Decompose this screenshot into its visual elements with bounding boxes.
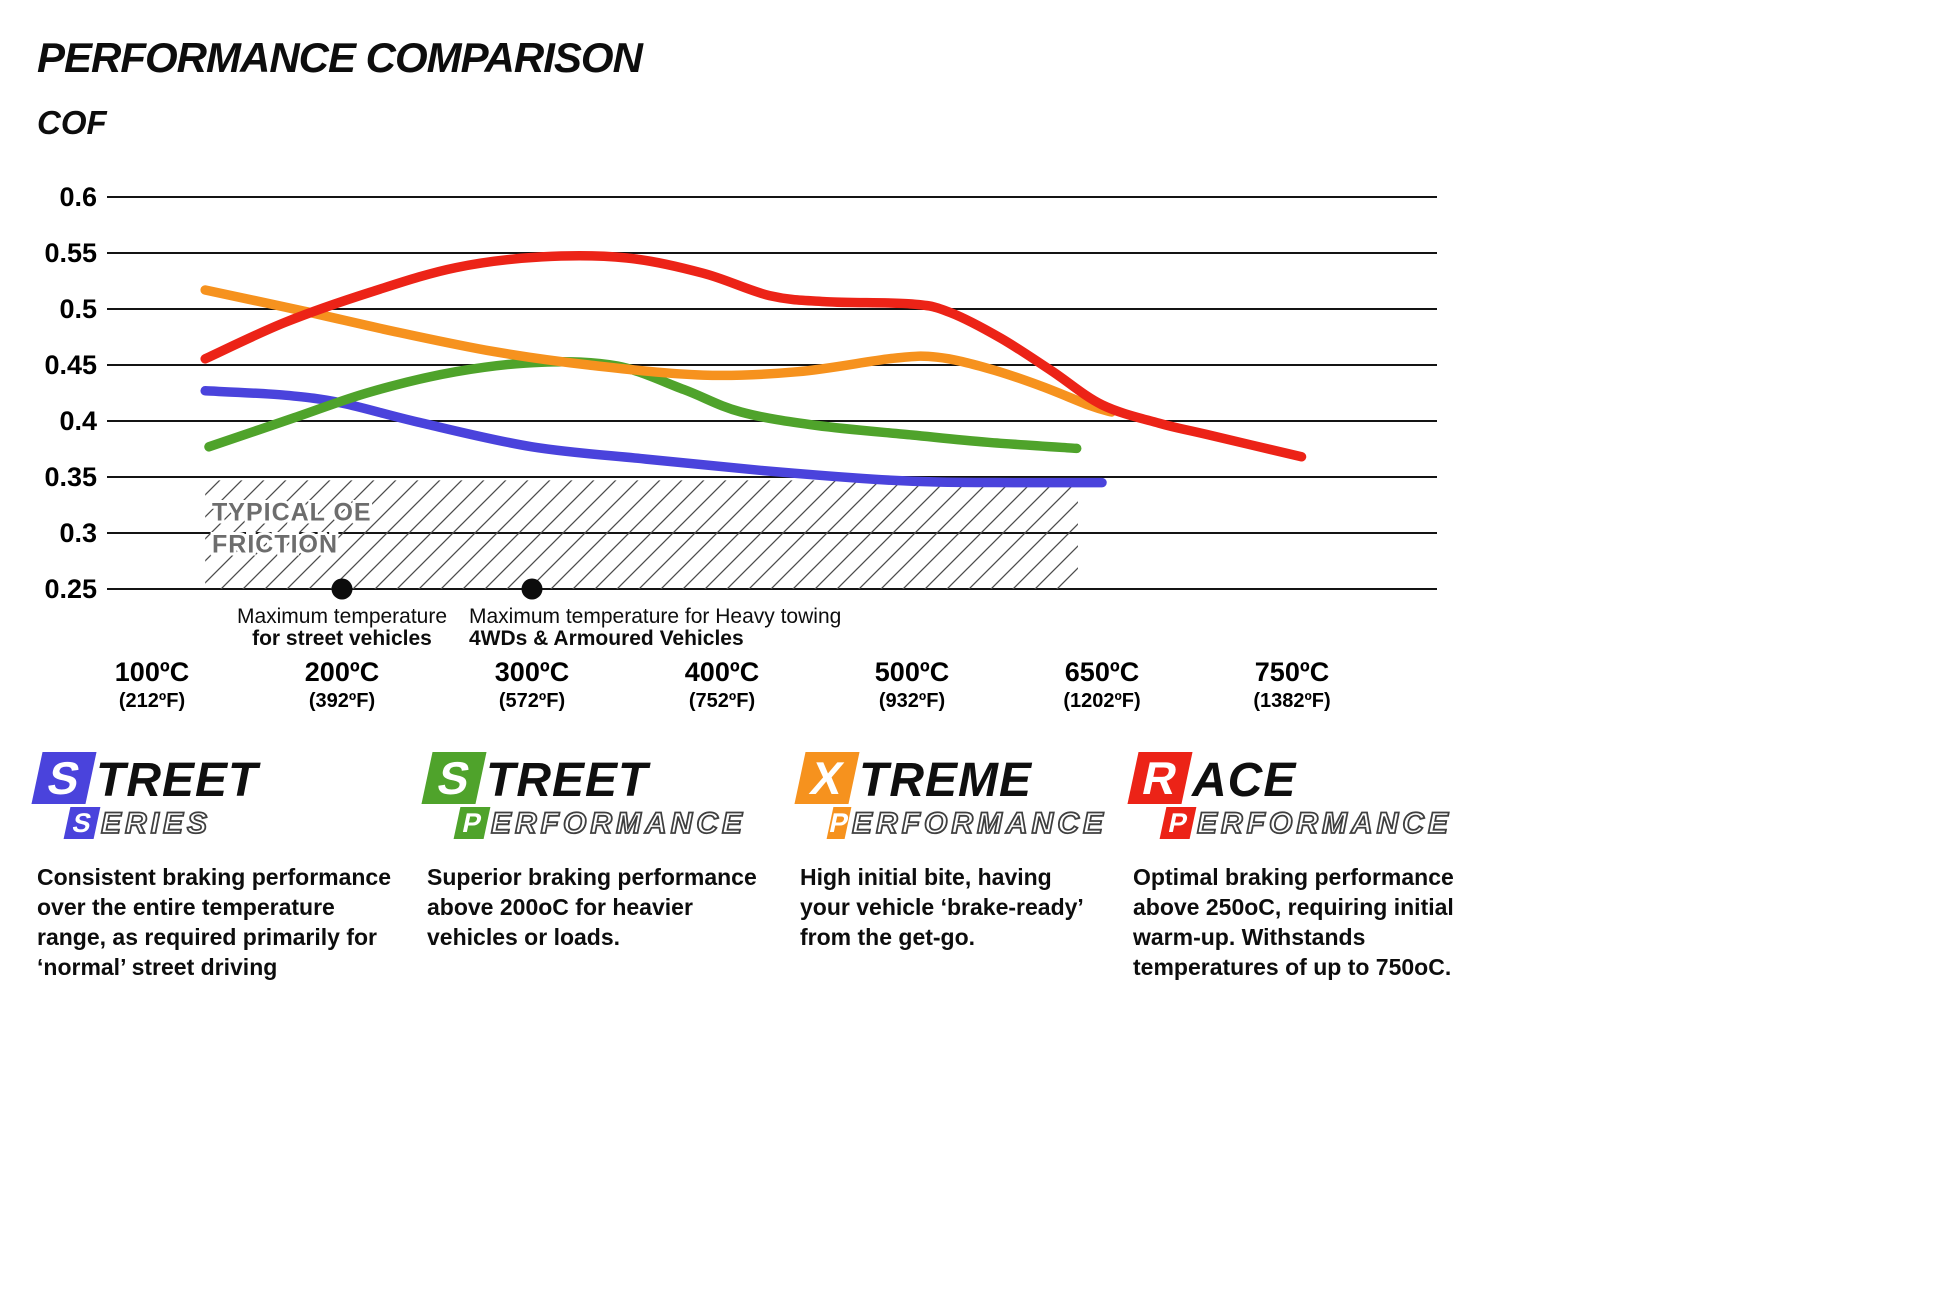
x-tick-fahrenheit: (392ºF): [309, 690, 375, 712]
y-tick-label: 0.6: [59, 182, 97, 212]
street-performance-badge-icon: S: [421, 752, 487, 804]
x-tick-fahrenheit: (572ºF): [499, 690, 565, 712]
series-line-xtreme-performance: [200, 285, 1117, 417]
annotation-text-bold: for street vehicles: [252, 627, 432, 650]
x-tick-fahrenheit: (1382ºF): [1253, 690, 1330, 712]
x-tick-celsius: 300ºC: [495, 657, 569, 687]
xtreme-performance-logo: X TREME P ERFORMANCE: [794, 752, 1108, 840]
xtreme-performance-badge-icon: X: [794, 752, 860, 804]
street-series-badge-small-icon: S: [63, 807, 101, 839]
street-series-badge-icon: S: [31, 752, 97, 804]
y-tick-label: 0.45: [44, 350, 97, 380]
oe-friction-label: TYPICAL OE: [212, 498, 372, 526]
oe-friction-band: [205, 480, 1078, 589]
logo-word2: ERFORMANCE: [490, 807, 746, 840]
x-tick-fahrenheit: (752ºF): [689, 690, 755, 712]
legend-street-series: S TREET S ERIES Consistent braking perfo…: [31, 752, 409, 983]
race-performance-badge-icon: R: [1127, 752, 1193, 804]
y-axis-title: COF: [37, 104, 107, 141]
y-tick-label: 0.55: [44, 238, 97, 268]
x-tick-fahrenheit: (932ºF): [879, 690, 945, 712]
legend-row: S TREET S ERIES Consistent braking perfo…: [0, 752, 1946, 1182]
logo-word1: TREET: [96, 754, 259, 808]
race-performance-logo: R ACE P ERFORMANCE: [1127, 752, 1493, 840]
max-temperature-dot: [331, 578, 353, 600]
legend-street-performance: S TREET P ERFORMANCE Superior braking pe…: [421, 752, 787, 953]
race-performance-badge-small-icon: P: [1159, 807, 1197, 839]
y-tick-label: 0.3: [59, 518, 97, 548]
street-series-logo: S TREET S ERIES: [31, 752, 409, 840]
logo-word1: ACE: [1192, 754, 1297, 808]
logo-word2: ERIES: [100, 807, 212, 840]
logo-word1: TREET: [486, 754, 649, 808]
y-tick-label: 0.25: [44, 574, 97, 604]
logo-word1: TREME: [859, 754, 1032, 808]
legend-description: Superior braking performance above 200oC…: [427, 864, 757, 950]
street-performance-logo: S TREET P ERFORMANCE: [421, 752, 787, 840]
xtreme-performance-badge-small-icon: P: [826, 807, 852, 839]
max-temperature-dot: [521, 578, 543, 600]
legend-description: Consistent braking performance over the …: [37, 864, 392, 980]
x-tick-celsius: 750ºC: [1255, 657, 1329, 687]
legend-race-performance: R ACE P ERFORMANCE Optimal braking perfo…: [1127, 752, 1493, 983]
oe-friction-label: FRICTION: [212, 530, 338, 558]
street-performance-badge-small-icon: P: [453, 807, 491, 839]
legend-xtreme-performance: X TREME P ERFORMANCE High initial bite, …: [794, 752, 1108, 953]
annotation-text-bold: 4WDs & Armoured Vehicles: [469, 627, 744, 650]
y-tick-label: 0.4: [59, 406, 97, 436]
y-tick-label: 0.5: [59, 294, 97, 324]
legend-description: High initial bite, having your vehicle ‘…: [800, 864, 1083, 950]
x-tick-celsius: 650ºC: [1065, 657, 1139, 687]
x-tick-celsius: 200ºC: [305, 657, 379, 687]
logo-word2: ERFORMANCE: [1196, 807, 1452, 840]
x-tick-fahrenheit: (212ºF): [119, 690, 185, 712]
x-tick-celsius: 100ºC: [115, 657, 189, 687]
logo-word2: ERFORMANCE: [851, 807, 1108, 840]
annotation-text: Maximum temperature: [237, 605, 447, 628]
annotation-text: Maximum temperature for Heavy towing: [469, 605, 841, 628]
x-tick-fahrenheit: (1202ºF): [1063, 690, 1140, 712]
x-tick-celsius: 500ºC: [875, 657, 949, 687]
legend-description: Optimal braking performance above 250oC,…: [1133, 864, 1454, 980]
series-line-race-performance: [200, 251, 1307, 462]
cof-performance-chart: 0.6 0.55 0.5 0.45 0.4 0.35 0.3 0.25 TYPICAL OE FR…: [44, 182, 1437, 712]
y-tick-label: 0.35: [44, 462, 97, 492]
page-title: PERFORMANCE COMPARISON: [37, 34, 643, 81]
x-tick-celsius: 400ºC: [685, 657, 759, 687]
